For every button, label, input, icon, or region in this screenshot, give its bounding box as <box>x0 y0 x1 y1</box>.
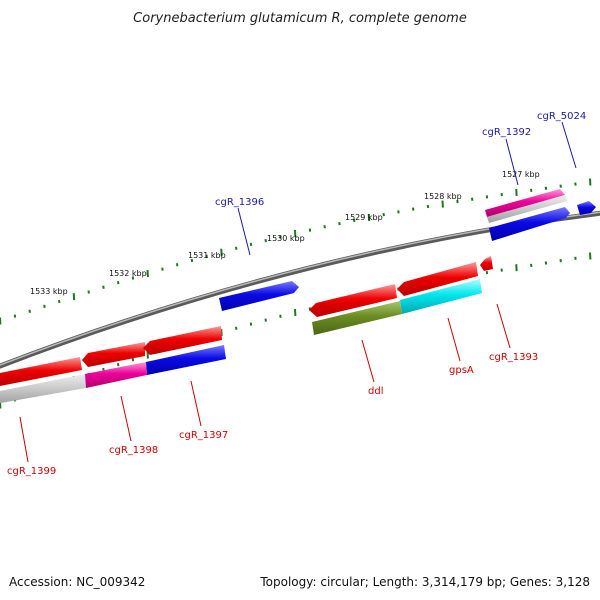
leader-cgR_1393 <box>496 303 511 349</box>
leader-cgR_1399 <box>19 416 29 463</box>
genome-info-text: Topology: circular; Length: 3,314,179 bp… <box>259 575 590 589</box>
leader-lines <box>19 121 577 463</box>
leader-cgR_1396 <box>237 207 251 256</box>
gene-label-cgR_1396[interactable]: cgR_1396 <box>215 197 264 208</box>
tick-label-1528: 1528 kbp <box>424 192 462 201</box>
tick-label-1529: 1529 kbp <box>345 213 383 222</box>
leader-gpsA <box>447 317 461 362</box>
map-title: Corynebacterium glutamicum R, complete g… <box>133 11 467 26</box>
leader-cgR_1392 <box>505 138 519 186</box>
leader-ddl <box>361 339 375 383</box>
tick-label-1530: 1530 kbp <box>267 234 305 243</box>
gene-arrow-cgR_1398[interactable] <box>85 362 147 388</box>
scale-labels: 1533 kbp 1532 kbp 1531 kbp 1530 kbp 1529… <box>30 170 540 296</box>
gene-label-cgR_1397[interactable]: cgR_1397 <box>179 430 228 441</box>
tick-label-1532: 1532 kbp <box>109 269 147 278</box>
tick-label-1531: 1531 kbp <box>188 251 226 260</box>
gene-arrow-cgR_1392-shadow <box>487 195 567 223</box>
gene-label-cgR_1398[interactable]: cgR_1398 <box>109 445 158 456</box>
gene-label-ddl[interactable]: ddl <box>368 386 383 397</box>
top-gene-labels: cgR_5024 cgR_1392 cgR_1396 <box>215 111 586 208</box>
leader-cgR_1398 <box>120 395 132 442</box>
gene-arrow-ddl[interactable] <box>312 301 402 335</box>
gene-arrow-cgR_1392[interactable] <box>485 189 565 217</box>
gene-label-cgR_1392[interactable]: cgR_1392 <box>482 127 531 138</box>
gene-label-cgR_1399[interactable]: cgR_1399 <box>7 466 56 477</box>
forward-track <box>219 189 596 311</box>
reverse-track <box>0 256 493 404</box>
tick-label-1527: 1527 kbp <box>502 170 540 179</box>
gene-arrow-red-mid[interactable] <box>143 326 222 355</box>
gene-arrow-cgR_1398-red[interactable] <box>82 342 145 367</box>
gene-arrow-red-ddl[interactable] <box>309 284 397 317</box>
gene-arrow-gray-left <box>0 374 86 404</box>
gene-arrow-cgR_5024[interactable] <box>577 201 596 215</box>
gene-arrow-blue-top[interactable] <box>489 207 570 241</box>
gene-label-gpsA[interactable]: gpsA <box>449 365 474 376</box>
gene-arrow-gpsA[interactable] <box>400 279 482 314</box>
gene-arrow-cgR_1399[interactable] <box>0 357 82 387</box>
leader-cgR_1397 <box>190 380 202 427</box>
gene-label-cgR_5024[interactable]: cgR_5024 <box>537 111 586 122</box>
gene-arrow-cgR_1397[interactable] <box>146 345 226 375</box>
gene-label-cgR_1393[interactable]: cgR_1393 <box>489 352 538 363</box>
accession-text: Accession: NC_009342 <box>9 575 145 589</box>
scale-ticks-outer <box>0 178 592 325</box>
tick-label-1533: 1533 kbp <box>30 287 68 296</box>
gene-arrow-cgR_1396[interactable] <box>219 281 299 311</box>
gene-arrow-cgR_1393[interactable] <box>480 256 493 271</box>
leader-cgR_5024 <box>561 121 577 169</box>
gene-arrow-red-gpsA[interactable] <box>397 262 478 296</box>
bottom-gene-labels: cgR_1399 cgR_1398 cgR_1397 ddl gpsA cgR_… <box>7 352 538 477</box>
